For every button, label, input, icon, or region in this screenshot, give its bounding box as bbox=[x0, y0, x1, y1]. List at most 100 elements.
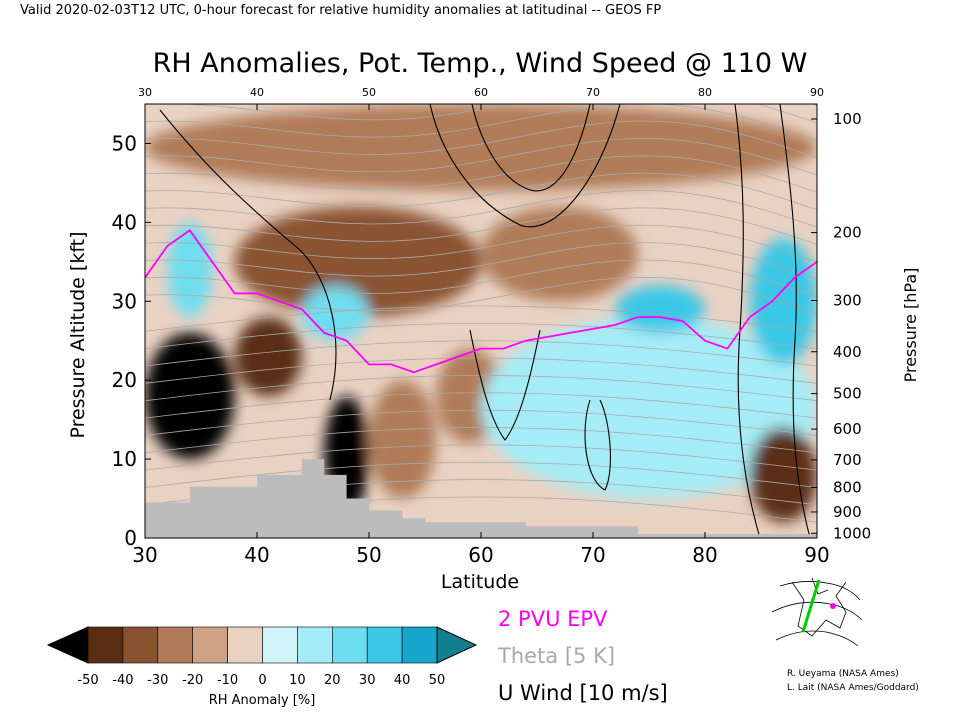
pressure-tick-label: 200 bbox=[833, 224, 862, 242]
pressure-tick-label: 500 bbox=[833, 385, 862, 403]
colorbar-arrow-low bbox=[46, 626, 89, 664]
u-wind-contour bbox=[584, 399, 611, 491]
inset-map bbox=[768, 572, 866, 654]
chart-title: RH Anomalies, Pot. Temp., Wind Speed @ 1… bbox=[153, 48, 808, 79]
theta-line bbox=[145, 155, 817, 193]
colorbar-segment bbox=[87, 626, 124, 664]
x-tick-label: 80 bbox=[692, 543, 717, 567]
pressure-tick-label: 100 bbox=[833, 110, 862, 128]
pressure-tick-label: 400 bbox=[833, 343, 862, 361]
pv2-tropopause-line bbox=[145, 229, 817, 374]
u-wind-contour bbox=[779, 104, 811, 538]
u-wind-contour bbox=[471, 104, 591, 192]
theta-line bbox=[145, 340, 817, 367]
section-line bbox=[801, 579, 821, 633]
theta-line bbox=[145, 120, 817, 159]
theta-line bbox=[145, 190, 817, 228]
colorbar-segment bbox=[297, 626, 333, 664]
theta-line bbox=[145, 276, 817, 315]
u-wind-contour bbox=[159, 109, 337, 401]
y-tick-label: 40 bbox=[112, 210, 137, 234]
x-tick-label-top: 50 bbox=[362, 86, 376, 99]
x-tick-label-top: 80 bbox=[698, 86, 712, 99]
rh-region-3 bbox=[145, 332, 235, 460]
theta-line bbox=[145, 444, 817, 471]
legend: 2 PVU EPV Theta [5 K] U Wind [10 m/s] bbox=[497, 607, 668, 705]
colorbar-tick-label: -30 bbox=[147, 673, 168, 688]
legend-epv: 2 PVU EPV bbox=[498, 607, 608, 631]
colorbar-segment bbox=[262, 626, 298, 664]
y-tick-label: 20 bbox=[112, 368, 137, 392]
y-tick-label: 50 bbox=[112, 131, 137, 155]
colorbar-label: RH Anomaly [%] bbox=[209, 693, 316, 708]
colorbar-segment bbox=[227, 626, 263, 664]
theta-line bbox=[145, 374, 817, 402]
colorbar-tick-label: 10 bbox=[289, 673, 306, 688]
u-wind-contour bbox=[469, 329, 541, 441]
colorbar-tick-label: 50 bbox=[429, 673, 446, 688]
x-tick-label: 50 bbox=[356, 543, 381, 567]
pressure-tick-label: 800 bbox=[833, 478, 862, 496]
rh-region-13 bbox=[749, 427, 817, 523]
y-tick-label: 30 bbox=[112, 289, 137, 313]
theta-line bbox=[145, 392, 817, 419]
pressure-tick-label: 600 bbox=[833, 420, 862, 438]
y-tick-label: 0 bbox=[124, 526, 137, 550]
rh-region-0 bbox=[145, 104, 817, 191]
legend-theta: Theta [5 K] bbox=[497, 644, 615, 668]
rh-region-8 bbox=[167, 222, 213, 318]
x-tick-label: 40 bbox=[244, 543, 269, 567]
colorbar-tick-label: -40 bbox=[112, 673, 133, 688]
x-tick-label-top: 40 bbox=[250, 86, 264, 99]
pressure-tick-label: 300 bbox=[833, 291, 862, 309]
rh-region-1 bbox=[234, 206, 481, 318]
y-axis-label-left: Pressure Altitude [kft] bbox=[67, 231, 89, 438]
colorbar-segment bbox=[401, 626, 438, 664]
x-tick-label-top: 60 bbox=[474, 86, 488, 99]
colorbar-tick-label: 20 bbox=[324, 673, 341, 688]
colorbar-segment bbox=[192, 626, 228, 664]
colorbar-tick-label: 40 bbox=[394, 673, 411, 688]
colorbar: -50 -40 -30 -20 -10 0 10 20 30 40 50 bbox=[46, 626, 478, 688]
x-tick-label: 60 bbox=[468, 543, 493, 567]
theta-line bbox=[145, 259, 817, 297]
colorbar-tick-label: 0 bbox=[258, 673, 266, 688]
rh-region-12 bbox=[749, 238, 817, 365]
x-tick-label: 30 bbox=[132, 543, 157, 567]
theta-line bbox=[145, 409, 817, 436]
x-tick-label-top: 90 bbox=[810, 86, 824, 99]
plot-area: 30 30 40 40 50 50 60 60 70 70 80 80 90 90 0 10 20 30 40 50… bbox=[112, 86, 872, 567]
terrain bbox=[145, 459, 817, 538]
legend-uwind: U Wind [10 m/s] bbox=[498, 681, 668, 705]
pressure-tick-label: 700 bbox=[833, 451, 862, 469]
x-tick-label-top: 30 bbox=[138, 86, 152, 99]
x-axis-label: Latitude bbox=[441, 571, 519, 593]
theta-line bbox=[145, 172, 817, 211]
pole-marker bbox=[830, 603, 836, 609]
rh-region-2 bbox=[481, 206, 638, 302]
colorbar-tick-label: -20 bbox=[182, 673, 203, 688]
valid-line: Valid 2020-02-03T12 UTC, 0-hour forecast… bbox=[20, 3, 661, 18]
colorbar-tick-label: -10 bbox=[217, 673, 238, 688]
colorbar-segment bbox=[157, 626, 194, 664]
theta-line bbox=[145, 137, 817, 176]
pressure-tick-label: 1000 bbox=[833, 524, 871, 542]
colorbar-arrow-high bbox=[436, 626, 478, 664]
rh-region-10 bbox=[481, 317, 817, 499]
theta-line bbox=[145, 242, 817, 280]
y-tick-label: 10 bbox=[112, 447, 137, 471]
colorbar-tick-label: -50 bbox=[77, 673, 98, 688]
x-tick-label: 90 bbox=[804, 543, 829, 567]
theta-line bbox=[145, 305, 817, 332]
colorbar-segment bbox=[331, 626, 368, 664]
rh-region-11 bbox=[615, 285, 705, 333]
x-tick-label-top: 70 bbox=[586, 86, 600, 99]
theta-line bbox=[145, 207, 817, 245]
pressure-tick-label: 900 bbox=[833, 503, 862, 521]
theta-line bbox=[145, 357, 817, 384]
rh-region-6 bbox=[369, 380, 437, 499]
u-wind-contour bbox=[429, 104, 621, 228]
theta-line bbox=[145, 427, 817, 454]
theta-line bbox=[145, 322, 817, 349]
